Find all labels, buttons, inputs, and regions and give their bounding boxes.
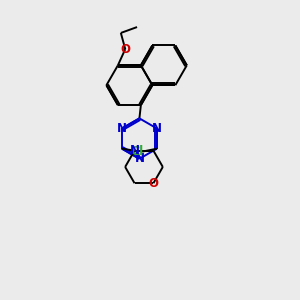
- Text: N: N: [152, 122, 162, 135]
- Text: O: O: [120, 43, 130, 56]
- Text: N: N: [134, 152, 144, 165]
- Text: N: N: [117, 122, 127, 135]
- Text: N: N: [130, 144, 140, 157]
- Text: O: O: [148, 177, 158, 190]
- Text: Cl: Cl: [130, 145, 143, 158]
